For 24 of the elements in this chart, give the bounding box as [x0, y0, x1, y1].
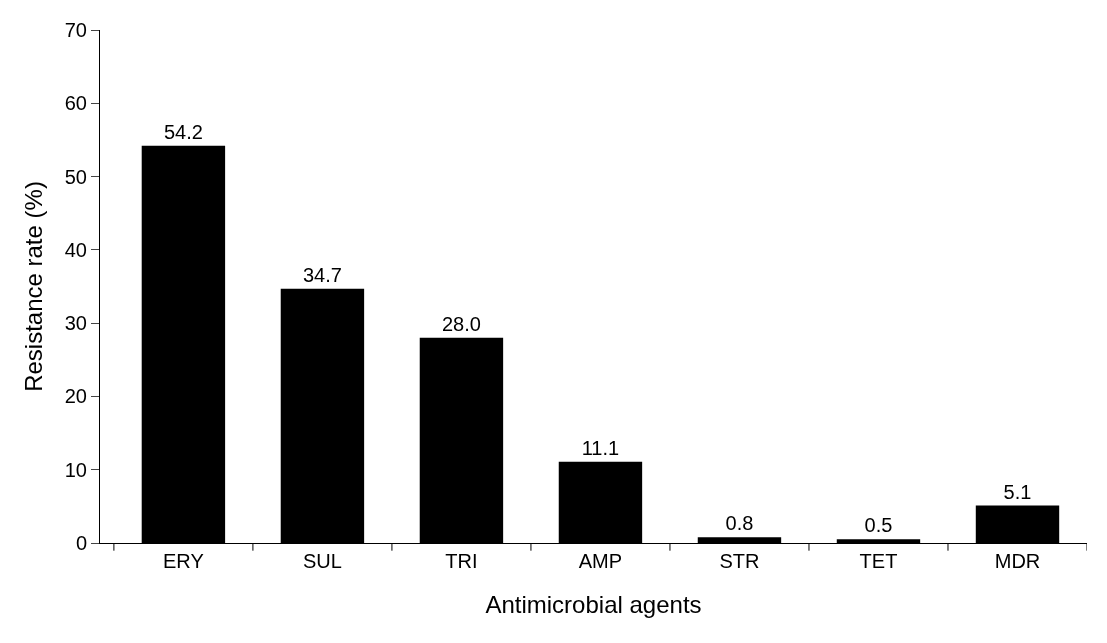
x-tick-label: MDR: [994, 550, 1041, 572]
data-label: 28.0: [441, 312, 481, 335]
y-tick-label: 70: [64, 19, 87, 41]
x-tick-label: AMP: [578, 550, 623, 572]
y-tick-label: 0: [75, 532, 87, 554]
x-axis-title: Antimicrobial agents: [485, 591, 702, 619]
x-tick-label: STR: [719, 550, 760, 572]
data-label: 11.1: [581, 436, 620, 459]
y-tick-label: 60: [64, 92, 87, 115]
x-tick-label: ERY: [163, 550, 204, 572]
x-tick-label: TET: [859, 550, 898, 572]
x-tick-label: TRI: [445, 550, 478, 572]
y-tick-label: 10: [64, 458, 87, 481]
y-tick-label: 40: [64, 238, 87, 261]
data-label: 54.2: [163, 120, 203, 143]
y-tick-label: 30: [64, 312, 87, 335]
data-label: 0.8: [725, 512, 754, 535]
data-label: 5.1: [1003, 480, 1032, 503]
y-tick-label: 20: [64, 385, 87, 408]
data-label: 0.5: [864, 514, 893, 537]
x-tick-label: SUL: [302, 550, 342, 572]
y-axis-title: Resistance rate (%): [19, 181, 47, 392]
y-tick-label: 50: [64, 165, 87, 188]
data-label: 34.7: [302, 263, 342, 286]
